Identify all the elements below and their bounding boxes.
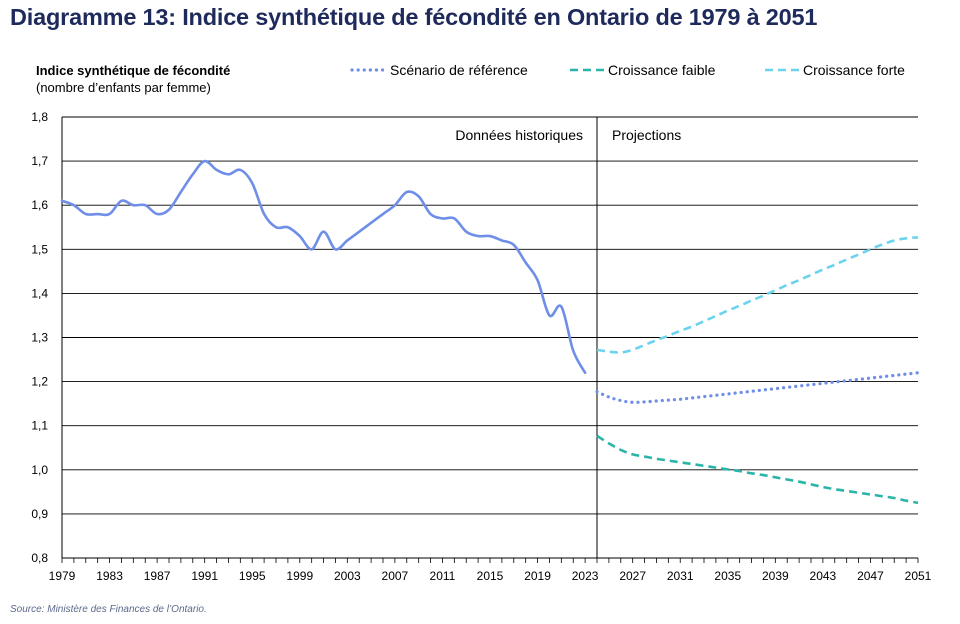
x-tick-label: 2007 — [382, 569, 409, 583]
chart-title: Diagramme 13: Indice synthétique de féco… — [10, 4, 818, 30]
annotation-projections: Projections — [612, 127, 681, 143]
series-layer — [60, 159, 920, 505]
y-tick-label: 1,2 — [31, 375, 48, 389]
x-tick-label: 1979 — [49, 569, 76, 583]
axis-layer: 0,8 0,9 1,0 1,1 1,2 1,3 1,4 1,5 1,6 1,7 1,8 1979 198… — [31, 110, 931, 583]
x-tick-label: 2023 — [572, 569, 599, 583]
legend-label-low: Croissance faible — [608, 62, 716, 78]
x-tick-label: 2027 — [619, 569, 646, 583]
x-tick-label: 2015 — [477, 569, 504, 583]
y-tick-label: 0,9 — [31, 507, 48, 521]
source-note: Source: Ministère des Finances de l’Onta… — [10, 604, 207, 615]
x-tick-label: 1987 — [144, 569, 171, 583]
series-line-reference — [595, 371, 920, 404]
x-tick-label: 2019 — [524, 569, 551, 583]
y-tick-label: 1,3 — [31, 331, 48, 345]
x-tick-label: 1995 — [239, 569, 266, 583]
x-tick-label: 1983 — [96, 569, 123, 583]
x-tick-label: 2047 — [857, 569, 884, 583]
label-layer: Données historiques Projections Indice syn… — [36, 63, 681, 143]
x-tick-label: 1991 — [191, 569, 218, 583]
legend-layer: Scénario de référence Croissance faible Cr… — [350, 62, 905, 78]
annotation-historical: Données historiques — [455, 127, 583, 143]
legend-label-high: Croissance forte — [803, 62, 905, 78]
x-tick-label: 2003 — [334, 569, 361, 583]
x-tick-label: 2035 — [714, 569, 741, 583]
x-tick-label: 2051 — [905, 569, 932, 583]
y-tick-label: 1,0 — [31, 463, 48, 477]
y-tick-label: 0,8 — [31, 551, 48, 565]
series-line-high — [596, 236, 919, 354]
y-tick-label: 1,1 — [31, 419, 48, 433]
x-tick-label: 1999 — [286, 569, 313, 583]
y-axis-title: Indice synthétique de fécondité — [36, 63, 230, 78]
y-tick-label: 1,5 — [31, 242, 48, 256]
y-tick-label: 1,4 — [31, 286, 48, 300]
series-line-low — [596, 434, 919, 505]
y-tick-label: 1,8 — [31, 110, 48, 124]
x-tick-label: 2043 — [810, 569, 837, 583]
y-tick-label: 1,7 — [31, 154, 48, 168]
x-tick-label: 2011 — [430, 569, 456, 583]
legend-label-reference: Scénario de référence — [390, 62, 528, 78]
series-line-historical — [60, 159, 587, 375]
y-tick-label: 1,6 — [31, 198, 48, 212]
y-axis-subtitle: (nombre d’enfants par femme) — [36, 80, 211, 95]
x-tick-label: 2039 — [762, 569, 789, 583]
x-tick-label: 2031 — [667, 569, 694, 583]
